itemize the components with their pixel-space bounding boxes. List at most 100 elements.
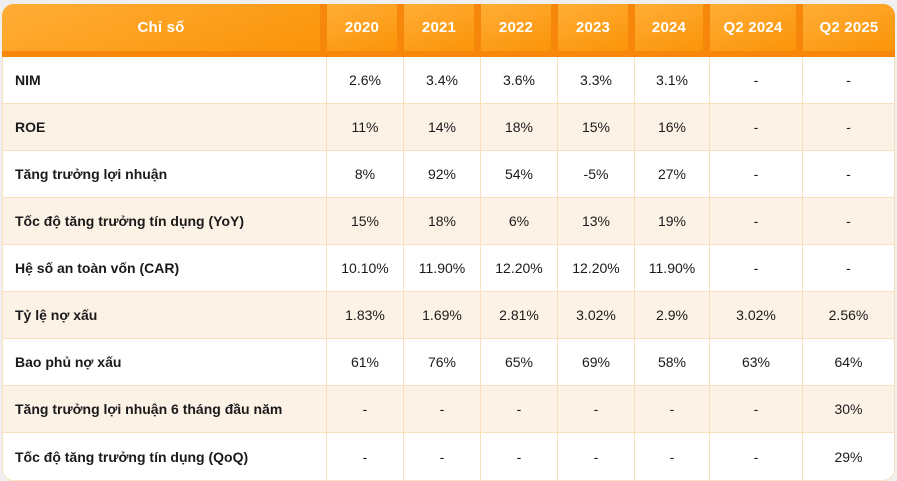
cell-value: 69%	[558, 339, 635, 385]
row-label: Bao phủ nợ xấu	[3, 339, 327, 385]
cell-value: 6%	[481, 198, 558, 244]
cell-value: 2.81%	[481, 292, 558, 338]
cell-value: 19%	[635, 198, 710, 244]
header-col-2021: 2021	[404, 4, 481, 57]
cell-value: -	[481, 433, 558, 480]
row-label: Hệ số an toàn vốn (CAR)	[3, 245, 327, 291]
cell-value: -	[710, 386, 803, 432]
cell-value: -	[710, 198, 803, 244]
cell-value: -	[404, 386, 481, 432]
cell-value: 18%	[481, 104, 558, 150]
cell-value: -	[846, 166, 851, 182]
cell-value: -	[327, 433, 404, 480]
cell-value: -	[635, 386, 710, 432]
header-col-2022: 2022	[481, 4, 558, 57]
header-cell-year: 2020	[327, 4, 397, 51]
cell-value: 3.1%	[635, 57, 710, 103]
cell-value: 54%	[481, 151, 558, 197]
cell-value: 3.4%	[404, 57, 481, 103]
cell-value: 76%	[404, 339, 481, 385]
header-cell-metric: Chỉ số	[2, 4, 320, 51]
cell-value: 13%	[558, 198, 635, 244]
header-cell-quarter: Q2 2025	[803, 4, 895, 51]
header-col-2024: 2024	[635, 4, 710, 57]
cell-value: 29%	[834, 448, 863, 465]
header-cell-year: 2022	[481, 4, 551, 51]
header-cell-year: 2021	[404, 4, 474, 51]
cell-value: 10.10%	[327, 245, 404, 291]
cell-value: -	[710, 104, 803, 150]
cell-value: 16%	[635, 104, 710, 150]
cell-value: -	[481, 386, 558, 432]
cell-value: -	[846, 119, 851, 135]
row-label: Tốc độ tăng trưởng tín dụng (QoQ)	[3, 433, 327, 480]
table-row-car: Hệ số an toàn vốn (CAR) 10.10% 11.90% 12…	[3, 245, 894, 292]
cell-value: -	[846, 213, 851, 229]
cell-value: 3.02%	[710, 292, 803, 338]
header-col-2020: 2020	[327, 4, 404, 57]
cell-value: 30%	[834, 401, 863, 417]
cell-value: 12.20%	[481, 245, 558, 291]
cell-value: 15%	[558, 104, 635, 150]
row-label: Tốc độ tăng trưởng tín dụng (YoY)	[3, 198, 327, 244]
table-row-npl-ratio: Tỷ lệ nợ xấu 1.83% 1.69% 2.81% 3.02% 2.9…	[3, 292, 894, 339]
header-col-q2-2024: Q2 2024	[710, 4, 803, 57]
row-label: Tăng trưởng lợi nhuận	[3, 151, 327, 197]
cell-value: 3.3%	[558, 57, 635, 103]
cell-value: -	[710, 151, 803, 197]
header-col-q2-2025: Q2 2025	[803, 4, 895, 57]
cell-value: 3.6%	[481, 57, 558, 103]
header-cell-quarter: Q2 2024	[710, 4, 796, 51]
cell-value: -	[846, 72, 851, 88]
table-row-profit-growth-h1: Tăng trưởng lợi nhuận 6 tháng đầu năm - …	[3, 386, 894, 433]
cell-value: -	[710, 245, 803, 291]
cell-value: 2.6%	[327, 57, 404, 103]
cell-value: -	[404, 433, 481, 480]
financial-metrics-table: Chỉ số 2020 2021 2022 2023 2024 Q2 2024 …	[2, 4, 895, 481]
cell-value: 8%	[327, 151, 404, 197]
cell-value: -5%	[558, 151, 635, 197]
table-row-npl-coverage: Bao phủ nợ xấu 61% 76% 65% 69% 58% 63% 6…	[3, 339, 894, 386]
cell-value: 2.9%	[635, 292, 710, 338]
cell-value: 65%	[481, 339, 558, 385]
header-cell-year: 2023	[558, 4, 628, 51]
cell-value: 14%	[404, 104, 481, 150]
table-row-credit-growth-yoy: Tốc độ tăng trưởng tín dụng (YoY) 15% 18…	[3, 198, 894, 245]
cell-value: 11%	[327, 104, 404, 150]
row-label: ROE	[3, 104, 327, 150]
cell-value: 1.83%	[327, 292, 404, 338]
cell-value: 64%	[834, 354, 863, 370]
header-col-2023: 2023	[558, 4, 635, 57]
cell-value: 61%	[327, 339, 404, 385]
cell-value: 2.56%	[828, 307, 869, 323]
table-row-credit-growth-qoq: Tốc độ tăng trưởng tín dụng (QoQ) - - - …	[3, 433, 894, 480]
cell-value: 18%	[404, 198, 481, 244]
cell-value: 63%	[710, 339, 803, 385]
cell-value: 11.90%	[404, 245, 481, 291]
cell-value: -	[710, 57, 803, 103]
row-label: NIM	[3, 57, 327, 103]
cell-value: 12.20%	[558, 245, 635, 291]
cell-value: -	[635, 433, 710, 480]
cell-value: 11.90%	[635, 245, 710, 291]
cell-value: 58%	[635, 339, 710, 385]
row-label: Tăng trưởng lợi nhuận 6 tháng đầu năm	[3, 386, 327, 432]
table-row-nim: NIM 2.6% 3.4% 3.6% 3.3% 3.1% - -	[3, 57, 894, 104]
cell-value: -	[327, 386, 404, 432]
cell-value: -	[558, 433, 635, 480]
cell-value: -	[558, 386, 635, 432]
header-col-metric: Chỉ số	[2, 4, 327, 57]
row-label: Tỷ lệ nợ xấu	[3, 292, 327, 338]
cell-value: 1.69%	[404, 292, 481, 338]
table-row-profit-growth: Tăng trưởng lợi nhuận 8% 92% 54% -5% 27%…	[3, 151, 894, 198]
table-row-roe: ROE 11% 14% 18% 15% 16% - -	[3, 104, 894, 151]
table-body: NIM 2.6% 3.4% 3.6% 3.3% 3.1% - - ROE 11%…	[2, 57, 895, 481]
cell-value: -	[710, 433, 803, 480]
cell-value: 92%	[404, 151, 481, 197]
cell-value: -	[846, 260, 851, 276]
header-cell-year: 2024	[635, 4, 703, 51]
cell-value: 3.02%	[558, 292, 635, 338]
cell-value: 27%	[635, 151, 710, 197]
table-header-row: Chỉ số 2020 2021 2022 2023 2024 Q2 2024 …	[2, 4, 895, 57]
cell-value: 15%	[327, 198, 404, 244]
